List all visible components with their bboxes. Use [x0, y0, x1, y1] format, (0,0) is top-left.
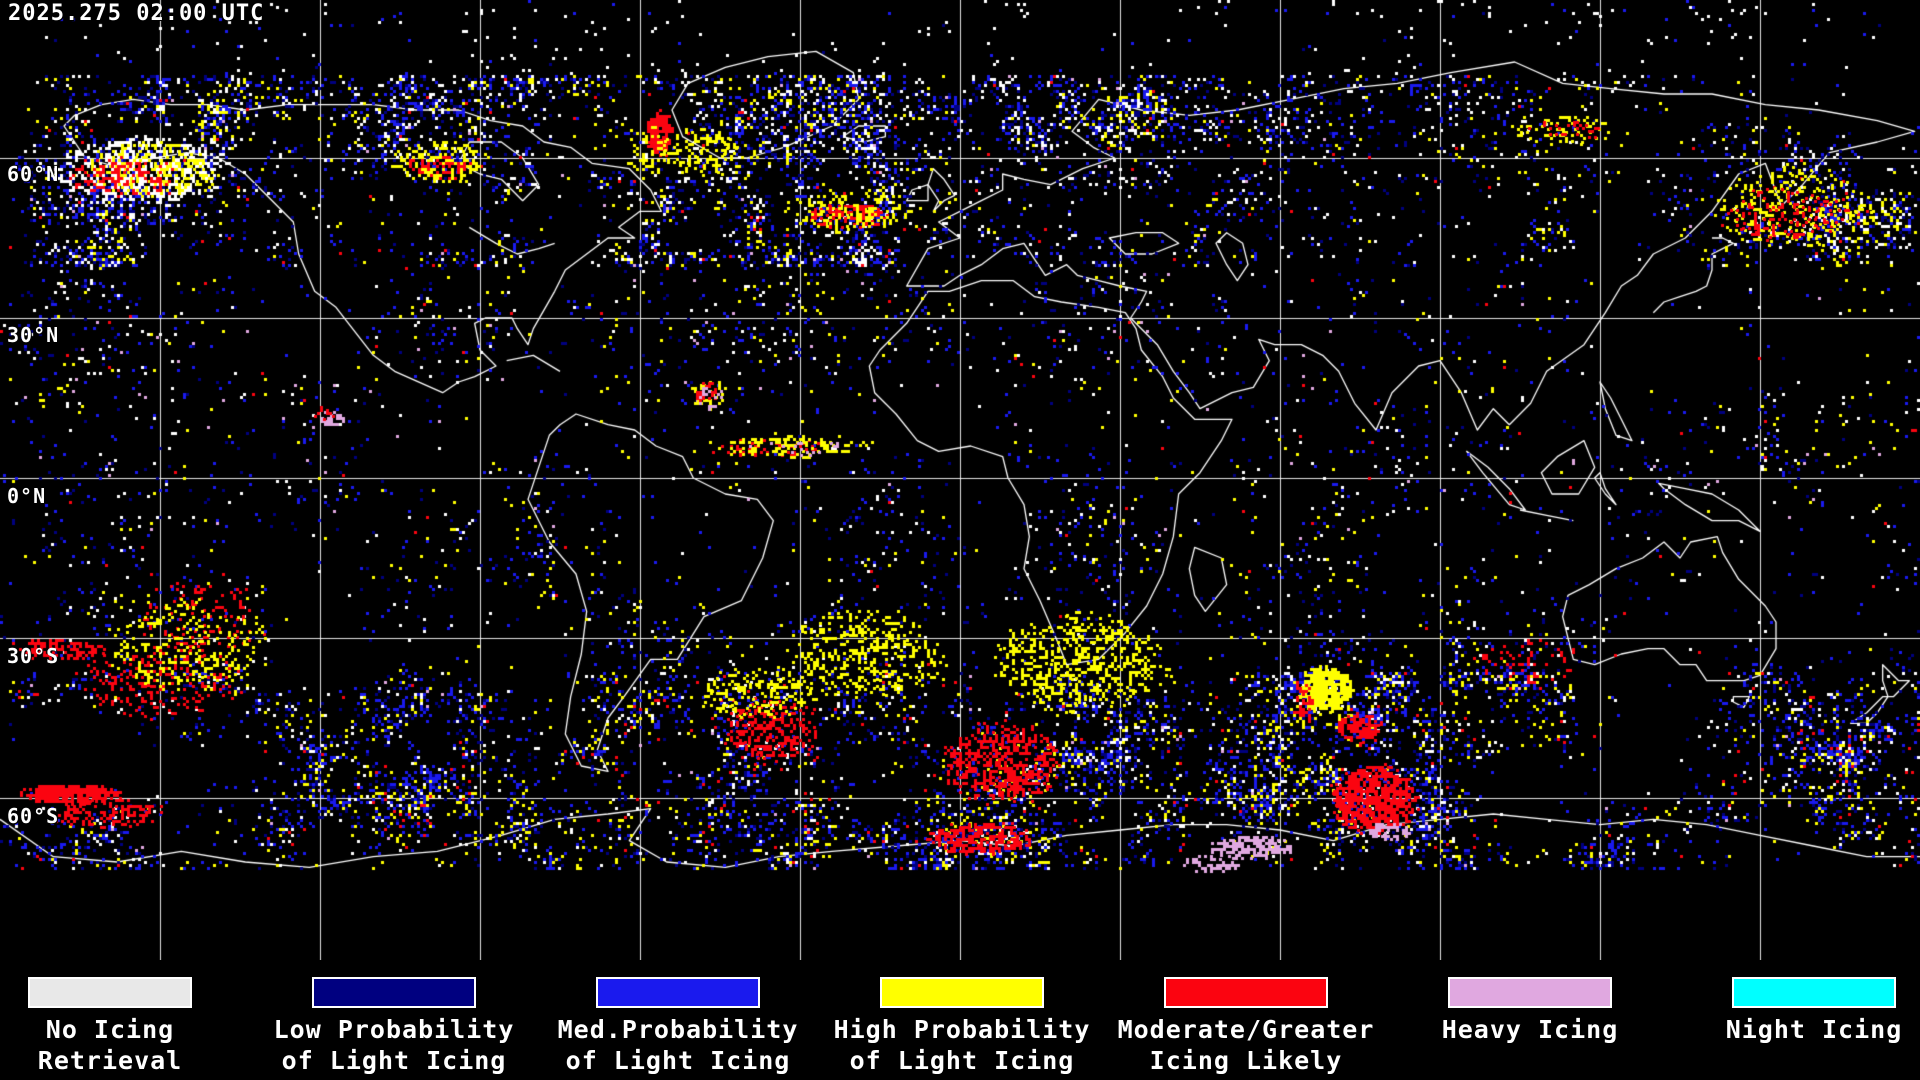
- legend-label-night-icing: Night Icing: [1726, 1014, 1903, 1045]
- legend-swatch-low-probability: [312, 977, 476, 1008]
- legend-item-high-probability: High Probability of Light Icing: [820, 960, 1104, 1080]
- legend-label-line2: of Light Icing: [565, 1046, 791, 1075]
- legend-swatch-moderate-greater: [1164, 977, 1328, 1008]
- legend-item-moderate-greater: Moderate/Greater Icing Likely: [1104, 960, 1388, 1080]
- latitude-label-60n: 60°N: [7, 162, 60, 186]
- legend-label-high-probability: High Probability of Light Icing: [834, 1014, 1091, 1076]
- legend-label-line2: of Light Icing: [281, 1046, 507, 1075]
- legend-item-no-icing: No Icing Retrieval: [0, 960, 252, 1080]
- latitude-label-60s: 60°S: [7, 804, 60, 828]
- legend-swatch-night-icing: [1732, 977, 1896, 1008]
- legend-label-line1: Med.Probability: [557, 1015, 799, 1044]
- legend-label-med-probability: Med.Probability of Light Icing: [558, 1014, 799, 1076]
- legend-item-night-icing: Night Icing: [1672, 960, 1920, 1080]
- legend-label-line1: High Probability: [833, 1015, 1091, 1044]
- legend-label-line2: Retrieval: [37, 1046, 183, 1075]
- legend-label-line1: Low Probability: [273, 1015, 515, 1044]
- legend-label-line1: Night Icing: [1725, 1015, 1903, 1044]
- legend-label-line2: Icing Likely: [1149, 1046, 1343, 1075]
- latitude-label-30s: 30°S: [7, 644, 60, 668]
- legend-bar: No Icing Retrieval Low Probability of Li…: [0, 960, 1920, 1080]
- legend-label-moderate-greater: Moderate/Greater Icing Likely: [1118, 1014, 1375, 1076]
- latitude-label-0n: 0°N: [7, 484, 47, 508]
- legend-label-no-icing: No Icing Retrieval: [38, 1014, 182, 1076]
- legend-label-low-probability: Low Probability of Light Icing: [274, 1014, 515, 1076]
- legend-label-line1: Moderate/Greater: [1117, 1015, 1375, 1044]
- timestamp: 2025.275 02:00 UTC: [8, 1, 265, 26]
- legend-swatch-heavy-icing: [1448, 977, 1612, 1008]
- legend-label-heavy-icing: Heavy Icing: [1442, 1014, 1619, 1045]
- legend-item-low-probability: Low Probability of Light Icing: [252, 960, 536, 1080]
- legend-label-line1: Heavy Icing: [1441, 1015, 1619, 1044]
- legend-item-heavy-icing: Heavy Icing: [1388, 960, 1672, 1080]
- latitude-label-30n: 30°N: [7, 323, 60, 347]
- legend-swatch-no-icing: [28, 977, 192, 1008]
- legend-label-line1: No Icing: [45, 1015, 175, 1044]
- legend-item-med-probability: Med.Probability of Light Icing: [536, 960, 820, 1080]
- world-map-canvas: [0, 0, 1920, 960]
- legend-swatch-med-probability: [596, 977, 760, 1008]
- legend-swatch-high-probability: [880, 977, 1044, 1008]
- legend-label-line2: of Light Icing: [849, 1046, 1075, 1075]
